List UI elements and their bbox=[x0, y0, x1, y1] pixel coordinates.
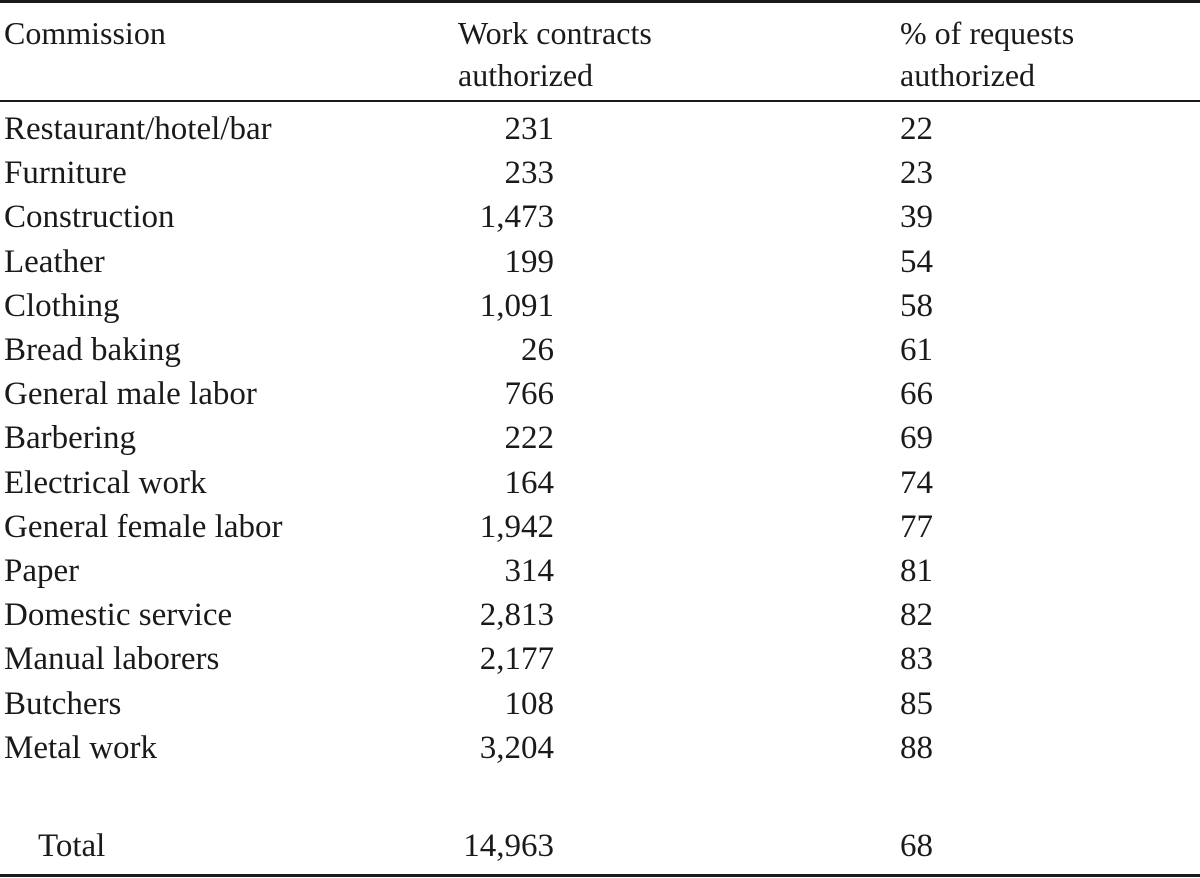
header-contracts-line2: authorized bbox=[458, 57, 594, 93]
table-row: Manual laborers 2,177 83 bbox=[0, 639, 1200, 679]
percent-cell: 85 bbox=[900, 685, 933, 722]
commission-cell: Manual laborers bbox=[4, 641, 220, 678]
commission-cell: Clothing bbox=[4, 287, 120, 324]
total-contracts: 14,963 bbox=[463, 828, 554, 864]
table-row: Butchers 108 85 bbox=[0, 684, 1200, 724]
header-commission: Commission bbox=[4, 15, 166, 51]
table-row: Electrical work 164 74 bbox=[0, 463, 1200, 503]
commission-cell: Bread baking bbox=[4, 332, 181, 368]
table-row: Bread baking 26 61 bbox=[0, 330, 1200, 370]
commission-cell: Domestic service bbox=[4, 597, 233, 634]
percent-cell: 69 bbox=[900, 420, 933, 457]
contracts-cell: 26 bbox=[521, 332, 554, 368]
percent-cell: 88 bbox=[900, 729, 933, 766]
commission-cell: Electrical work bbox=[4, 464, 207, 501]
contracts-cell: 164 bbox=[504, 464, 555, 501]
percent-cell: 77 bbox=[900, 508, 933, 545]
commission-cell: Paper bbox=[4, 553, 80, 589]
contracts-cell: 1,942 bbox=[479, 508, 554, 545]
percent-cell: 66 bbox=[900, 376, 933, 413]
percent-cell: 74 bbox=[900, 464, 933, 501]
header-percent-line1: % of requests bbox=[900, 15, 1075, 51]
percent-cell: 54 bbox=[900, 243, 933, 280]
table-row: Leather 199 54 bbox=[0, 242, 1200, 282]
contracts-cell: 766 bbox=[504, 376, 555, 413]
percent-cell: 58 bbox=[900, 287, 933, 324]
commission-cell: General female labor bbox=[4, 508, 283, 545]
contracts-cell: 1,473 bbox=[479, 199, 554, 236]
contracts-cell: 108 bbox=[504, 685, 555, 722]
table-row: Barbering 222 69 bbox=[0, 418, 1200, 458]
contracts-cell: 231 bbox=[504, 111, 555, 147]
commission-cell: Furniture bbox=[4, 155, 127, 192]
contracts-cell: 199 bbox=[504, 243, 555, 280]
percent-cell: 82 bbox=[900, 597, 933, 634]
contracts-cell: 222 bbox=[504, 420, 555, 457]
total-label: Total bbox=[38, 828, 106, 864]
percent-cell: 81 bbox=[900, 553, 933, 589]
percent-cell: 83 bbox=[900, 641, 933, 678]
commission-cell: Leather bbox=[4, 243, 105, 280]
percent-cell: 39 bbox=[900, 199, 933, 236]
header-percent-line2: authorized bbox=[900, 57, 1036, 93]
header-contracts-line1: Work contracts bbox=[458, 15, 652, 51]
contracts-cell: 2,813 bbox=[479, 597, 554, 634]
commission-cell: General male labor bbox=[4, 376, 257, 413]
percent-cell: 61 bbox=[900, 332, 933, 368]
table-row: Metal work 3,204 88 bbox=[0, 728, 1200, 768]
table-row: Furniture 233 23 bbox=[0, 153, 1200, 193]
table-row: Paper 314 81 bbox=[0, 551, 1200, 591]
percent-cell: 23 bbox=[900, 155, 933, 192]
table-row: Restaurant/hotel/bar 231 22 bbox=[0, 109, 1200, 149]
contracts-cell: 314 bbox=[504, 553, 555, 589]
commission-cell: Restaurant/hotel/bar bbox=[4, 111, 272, 147]
table-row: Construction 1,473 39 bbox=[0, 197, 1200, 237]
header-rule bbox=[0, 100, 1200, 102]
commission-cell: Construction bbox=[4, 199, 175, 236]
table-row: General female labor 1,942 77 bbox=[0, 507, 1200, 547]
table-row: General male labor 766 66 bbox=[0, 374, 1200, 414]
contracts-cell: 233 bbox=[504, 155, 555, 192]
contracts-cell: 3,204 bbox=[479, 729, 554, 766]
top-rule bbox=[0, 0, 1200, 3]
total-percent: 68 bbox=[900, 828, 933, 864]
total-row: Total 14,963 68 bbox=[0, 826, 1200, 866]
contracts-cell: 1,091 bbox=[479, 287, 554, 324]
commission-cell: Barbering bbox=[4, 420, 136, 457]
bottom-rule bbox=[0, 874, 1200, 877]
table-row: Clothing 1,091 58 bbox=[0, 286, 1200, 326]
percent-cell: 22 bbox=[900, 111, 933, 147]
contracts-cell: 2,177 bbox=[479, 641, 554, 678]
commission-cell: Butchers bbox=[4, 685, 122, 722]
table-row: Domestic service 2,813 82 bbox=[0, 595, 1200, 635]
commission-cell: Metal work bbox=[4, 729, 158, 766]
